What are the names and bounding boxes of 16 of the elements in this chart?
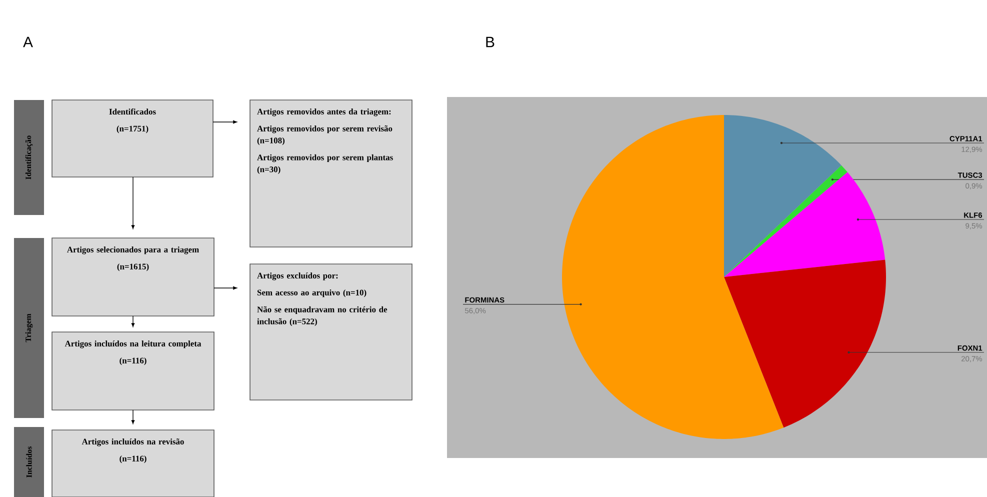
text: (n=1751) <box>116 126 148 134</box>
text: Artigos selecionados para a triagem <box>67 246 199 254</box>
chart-title: B <box>486 36 494 48</box>
text: (n=1615) <box>117 263 149 272</box>
text: (n=116) <box>120 455 146 464</box>
text: Identificados <box>109 108 156 115</box>
text: Não se enquadravam no critério de inclusão (n=522) <box>257 306 388 326</box>
text: Sem acesso ao arquivo (n=10) <box>257 289 366 298</box>
text: Artigos incluídos na leitura completa <box>64 340 202 348</box>
text: A <box>23 36 33 48</box>
text: (n=116) <box>120 357 146 366</box>
text: Artigos removidos por serem plantas (n=30) <box>257 154 393 174</box>
text: Artigos removidos antes da triagem: <box>257 108 391 116</box>
text: Artigos removidos por serem revisão (n=108) <box>257 125 392 146</box>
text: Artigos incluídos na revisão <box>82 438 184 446</box>
text: Artigos excluídos por: <box>257 272 338 280</box>
